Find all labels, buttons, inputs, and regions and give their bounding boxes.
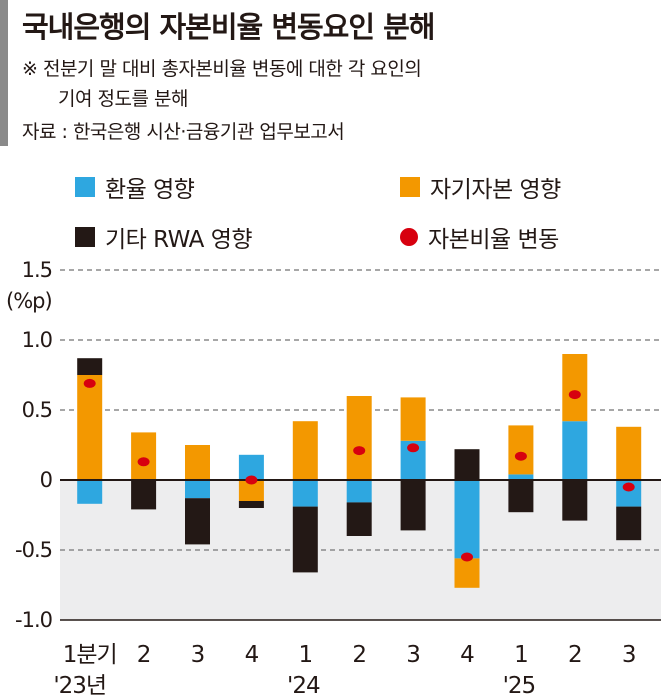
bar-fx xyxy=(562,421,588,480)
x-year-label: '24 xyxy=(287,673,320,698)
y-axis-unit: (%p) xyxy=(6,289,52,313)
total-change-dot xyxy=(83,378,96,388)
bar-rwa xyxy=(400,480,426,531)
chart-note: ※ 전분기 말 대비 총자본비율 변동에 대한 각 요인의 xyxy=(22,58,422,80)
bar-rwa xyxy=(454,449,480,480)
total-change-dot xyxy=(407,443,420,453)
bar-equity xyxy=(185,445,210,480)
legend-item-fx: 환율 영향 xyxy=(75,170,195,204)
x-tick-label: 1 xyxy=(298,642,312,668)
bar-rwa xyxy=(292,506,318,573)
y-tick-label: 1.5 xyxy=(22,258,52,282)
bar-rwa xyxy=(508,480,534,513)
x-tick-label: 1분기 xyxy=(63,642,117,668)
bar-fx xyxy=(77,480,103,504)
x-tick-label: 3 xyxy=(191,642,205,668)
bar-fx xyxy=(185,480,210,499)
bar-equity xyxy=(400,397,426,441)
legend-item-rwa: 기타 RWA 영향 xyxy=(75,220,253,254)
bar-rwa xyxy=(77,358,103,375)
chart-title: 국내은행의 자본비율 변동요인 분해 xyxy=(22,10,435,44)
bar-rwa xyxy=(238,501,264,508)
chart-source: 자료 : 한국은행 시산·금융기관 업무보고서 xyxy=(22,121,345,143)
legend-swatch-equity xyxy=(400,177,420,197)
legend-swatch-fx xyxy=(75,177,95,197)
legend-item-equity: 자기자본 영향 xyxy=(400,170,561,204)
bar-equity xyxy=(292,421,318,480)
bar-fx xyxy=(346,480,372,503)
bar-fx xyxy=(454,480,480,559)
legend-label: 기타 RWA 영향 xyxy=(105,227,253,253)
bar-rwa xyxy=(562,480,588,521)
legend-swatch-rwa xyxy=(75,227,95,247)
x-tick-label: 4 xyxy=(460,642,474,668)
bar-equity xyxy=(616,426,642,480)
bar-rwa xyxy=(616,506,642,541)
bar-equity xyxy=(346,396,372,480)
bar-equity xyxy=(454,558,480,588)
legend-label: 자본비율 변동 xyxy=(428,227,559,253)
x-year-label: '25 xyxy=(503,673,536,698)
total-change-dot xyxy=(137,457,150,467)
total-change-dot xyxy=(461,552,473,562)
x-tick-label: 3 xyxy=(622,642,636,668)
total-change-dot xyxy=(353,446,366,456)
x-year-label: '23년 xyxy=(53,673,106,698)
legend-item-total: 자본비율 변동 xyxy=(400,220,559,254)
legend-dot-total xyxy=(400,228,418,246)
bar-equity xyxy=(238,480,264,501)
bar-equity xyxy=(77,375,103,480)
legend-label: 환율 영향 xyxy=(105,177,195,203)
x-tick-label: 2 xyxy=(352,642,366,668)
x-tick-label: 2 xyxy=(137,642,151,668)
bar-equity xyxy=(508,425,534,475)
bar-equity xyxy=(131,432,157,480)
x-tick-label: 1 xyxy=(514,642,528,668)
bar-fx xyxy=(292,480,318,507)
total-change-dot xyxy=(514,451,527,461)
total-change-dot xyxy=(622,482,635,492)
y-tick-label: 0 xyxy=(40,468,52,492)
bar-equity xyxy=(562,354,588,422)
legend-label: 자기자본 영향 xyxy=(430,177,561,203)
y-tick-label: -0.5 xyxy=(15,538,52,562)
total-change-dot xyxy=(245,475,258,485)
y-tick-label: 1.0 xyxy=(22,328,52,352)
chart-note: 기여 정도를 분해 xyxy=(58,88,188,110)
x-tick-label: 2 xyxy=(568,642,582,668)
x-tick-label: 4 xyxy=(245,642,259,668)
bar-fx xyxy=(508,474,534,480)
bar-rwa xyxy=(346,502,372,536)
bar-rwa xyxy=(185,498,210,545)
title-accent-bar xyxy=(0,0,8,146)
total-change-dot xyxy=(568,390,581,400)
x-tick-label: 3 xyxy=(406,642,420,668)
y-tick-label: -1.0 xyxy=(15,608,52,632)
bar-rwa xyxy=(131,480,157,510)
y-tick-label: 0.5 xyxy=(22,398,52,422)
